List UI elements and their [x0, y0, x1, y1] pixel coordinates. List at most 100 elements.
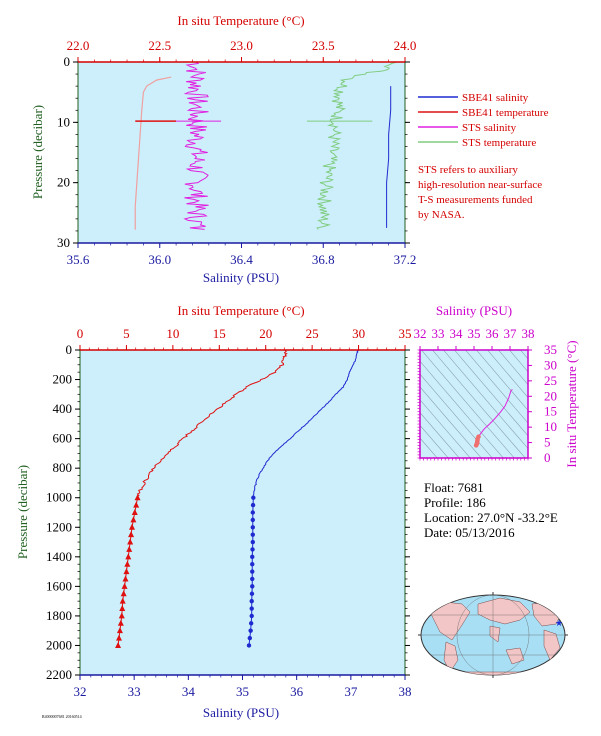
near-surface-sal-tick-label: 36.4 [230, 252, 253, 267]
near-surface-pres-tick-label: 0 [64, 54, 71, 69]
near-surface-sal-tick-label: 36.8 [312, 252, 335, 267]
salinity-marker [249, 613, 254, 619]
salinity-marker [250, 554, 255, 560]
ts-sal-tick-label: 36 [486, 326, 500, 341]
near-surface-panel: 22.0 22.5 23.0 23.5 24.0 35.6 36.0 36.4 36.8 37.2… [30, 13, 416, 285]
near-surface-temp-tick-label: 22.0 [67, 38, 90, 53]
legend: SBE41 salinity SBE41 temperature STS sal… [418, 92, 549, 221]
full-profile-pres-tick-label: 400 [53, 401, 73, 416]
ts-sal-tick-label: 33 [432, 326, 445, 341]
full-profile-temp-tick-label: 30 [352, 326, 365, 341]
full-profile-plot-area [80, 350, 405, 675]
map-ticks [418, 592, 568, 678]
ts-temp-tick-label: 20 [544, 388, 557, 403]
near-surface-temp-tick-label: 24.0 [394, 38, 417, 53]
ts-temp-tick-label: 0 [544, 450, 551, 465]
ts-density-contours [420, 350, 528, 458]
temperature-marker [121, 582, 128, 589]
full-profile-temp-tick-label: 5 [123, 326, 130, 341]
ts-density-contour [421, 350, 515, 458]
near-surface-left-axis-title: Pressure (decibar) [30, 105, 45, 199]
ts-temp-tick-label: 5 [544, 435, 551, 450]
ts-diagram-top-axis-title: Salinity (PSU) [436, 303, 512, 318]
ts-sal-tick-label: 37 [504, 326, 518, 341]
temperature-marker [131, 509, 138, 515]
salinity-marker [248, 628, 253, 633]
ts-density-contour [420, 437, 438, 458]
profile-number: Profile: 186 [424, 495, 486, 510]
full-profile-pres-tick-label: 1400 [46, 549, 72, 564]
legend-label-sbe-temperature: SBE41 temperature [462, 107, 549, 119]
full-profile-pres-tick-label: 1800 [46, 608, 72, 623]
near-surface-sal-tick-label: 36.0 [148, 252, 171, 267]
full-profile-pres-tick-label: 800 [53, 460, 73, 475]
full-profile-bottom-axis-title: Salinity (PSU) [203, 705, 279, 720]
float-info: Float: 7681 Profile: 186 Location: 27.0°… [424, 480, 558, 540]
full-profile-sal-tick-label: 38 [399, 684, 412, 699]
temperature-marker [115, 641, 122, 648]
near-surface-top-axis-title: In situ Temperature (°C) [177, 13, 304, 28]
full-profile-axes: 0 5 10 15 20 25 30 35 32 33 34 35 36 37 38 0 200 400 600 80… [46, 326, 412, 699]
near-surface-temp-tick-label: 23.0 [230, 38, 253, 53]
full-profile-panel: 0 5 10 15 20 25 30 35 32 33 34 35 36 37 38 0 200 400 600 80… [15, 303, 412, 720]
world-map: ★ [418, 592, 568, 678]
ts-temp-tick-label: 10 [544, 419, 557, 434]
full-profile-sal-tick-label: 32 [74, 684, 87, 699]
temperature-marker [133, 501, 140, 508]
near-surface-temp-tick-label: 23.5 [312, 38, 335, 53]
near-surface-bottom-axis-title: Salinity (PSU) [203, 270, 279, 285]
full-profile-pres-tick-label: 1000 [46, 490, 72, 505]
temperature-marker [124, 560, 131, 567]
temperature-marker [120, 590, 127, 597]
full-profile-temp-tick-label: 15 [213, 326, 226, 341]
full-profile-sal-tick-label: 35 [236, 684, 249, 699]
temperature-marker [122, 575, 129, 582]
full-profile-temp-tick-label: 20 [259, 326, 272, 341]
salinity-marker [250, 547, 255, 552]
legend-note-line-4: by NASA. [418, 209, 465, 221]
ts-diagram-traces [420, 350, 528, 458]
ts-density-contour [443, 350, 528, 449]
salinity-marker [249, 606, 254, 611]
temperature-marker [134, 494, 141, 501]
salinity-marker [251, 495, 256, 500]
salinity-profile-line [248, 349, 360, 646]
salinity-marker [247, 635, 253, 641]
salinity-marker [246, 643, 252, 648]
near-surface-sal-tick-label: 35.6 [67, 252, 90, 267]
temperature-marker [123, 568, 130, 575]
ts-point [476, 434, 481, 440]
temperature-marker [130, 516, 137, 523]
temperature-marker [117, 619, 124, 626]
salinity-marker [250, 562, 255, 567]
ts-density-contour [420, 373, 493, 458]
legend-note-line-3: T-S measurements funded [418, 194, 533, 206]
ts-density-contour [420, 424, 449, 458]
sbe-salinity-line [386, 86, 392, 228]
salinity-marker [249, 591, 255, 596]
near-surface-plot-area [78, 62, 405, 243]
full-profile-left-axis-title: Pressure (decibar) [15, 465, 30, 559]
salinity-marker [250, 584, 255, 589]
ts-temp-tick-label: 25 [544, 373, 557, 388]
legend-note-line-1: STS refers to auxiliary [418, 164, 518, 176]
temperature-marker [116, 634, 122, 641]
ts-temp-tick-label: 30 [544, 357, 557, 372]
ts-diagram-right-axis-title: In situ Temperature (°C) [564, 340, 579, 467]
temperature-marker [125, 553, 132, 560]
full-profile-traces [115, 349, 360, 648]
full-profile-sal-tick-label: 36 [290, 684, 304, 699]
full-profile-temp-tick-label: 0 [77, 326, 84, 341]
float-id: Float: 7681 [424, 480, 484, 495]
full-profile-sal-tick-label: 33 [128, 684, 141, 699]
salinity-marker [250, 532, 255, 537]
salinity-marker [249, 598, 254, 604]
ts-density-contour [487, 350, 528, 398]
legend-note-line-2: high-resolution near-surface [418, 179, 542, 191]
ts-density-contour [420, 399, 471, 458]
salinity-marker [250, 525, 255, 530]
temperature-marker [119, 605, 126, 612]
ts-density-contour [420, 360, 504, 458]
